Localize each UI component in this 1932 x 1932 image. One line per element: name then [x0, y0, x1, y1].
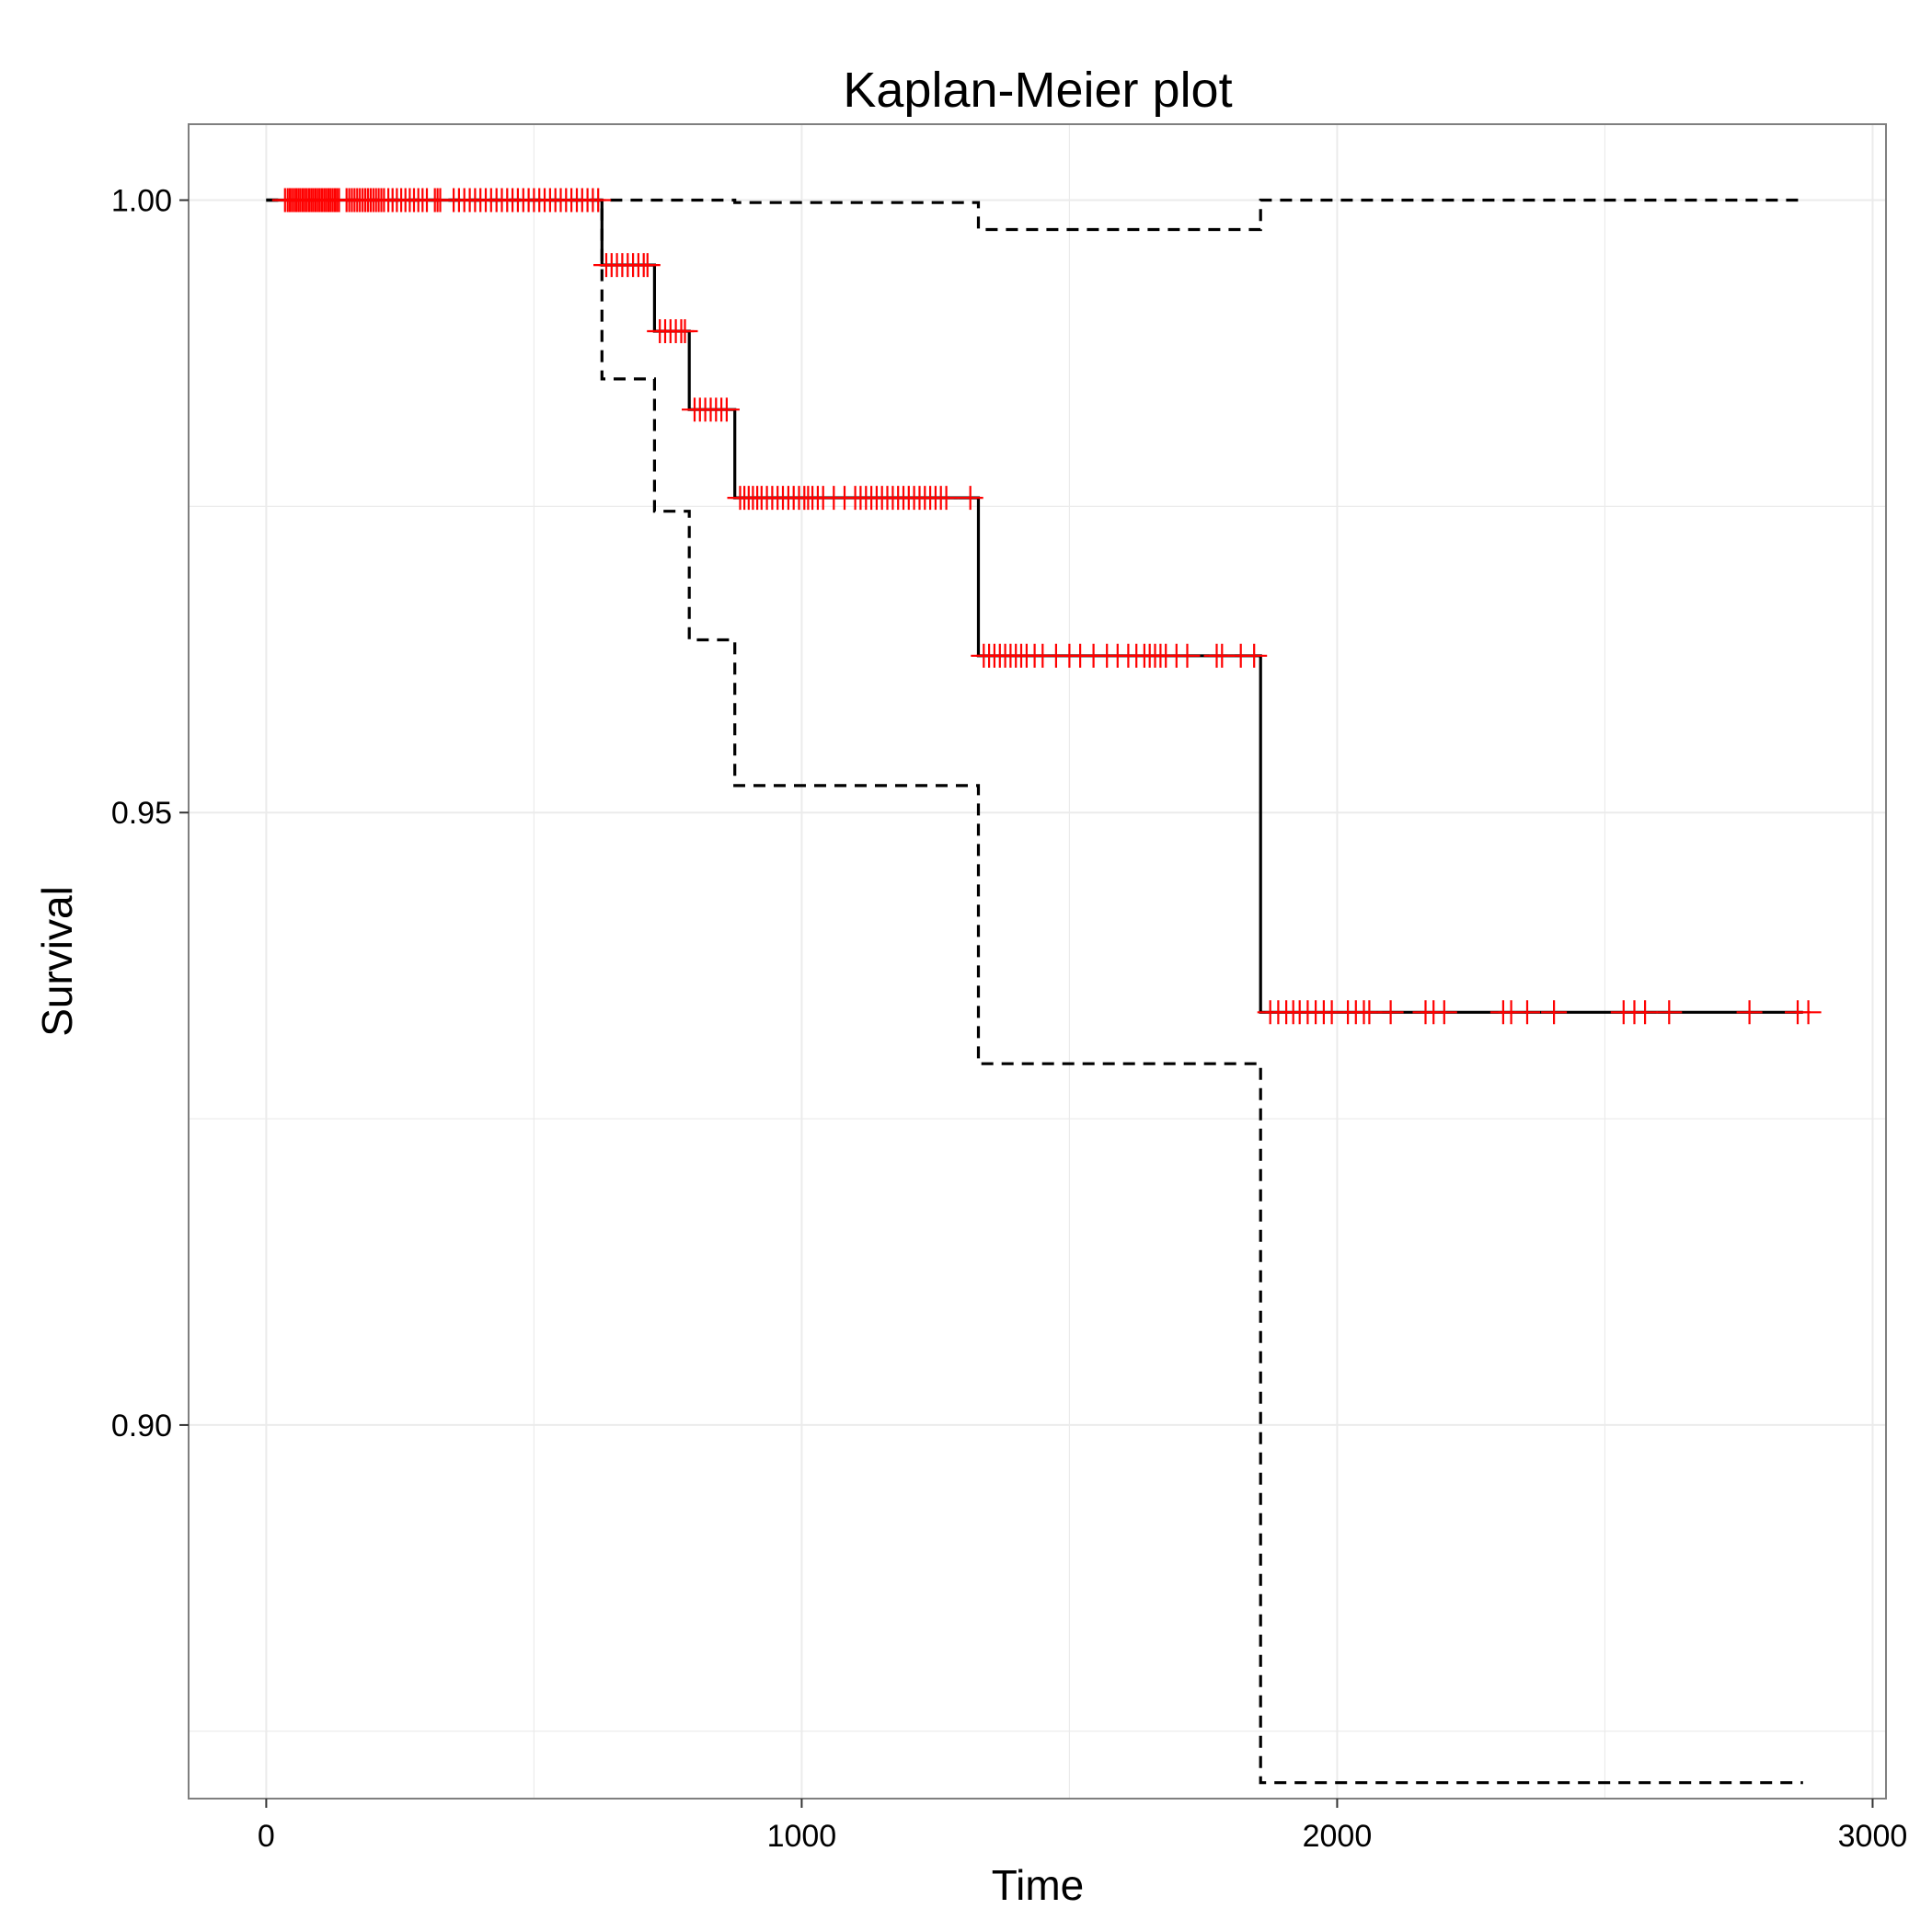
- censor-mark: [1431, 1000, 1457, 1025]
- x-tick-label: 0: [258, 1819, 275, 1854]
- x-tick-label: 2000: [1303, 1819, 1373, 1854]
- censor-marks: [271, 188, 1822, 1025]
- censor-mark: [933, 486, 960, 511]
- upper-ci-line: [266, 198, 1803, 232]
- censor-mark: [1377, 1000, 1404, 1025]
- censor-mark: [1656, 1000, 1683, 1025]
- plot-panel: [189, 124, 1886, 1799]
- grid-lines: [189, 124, 1886, 1799]
- censor-mark: [713, 397, 740, 422]
- censor-mark: [1514, 1000, 1540, 1025]
- x-tick-label: 1000: [767, 1819, 837, 1854]
- lower-ci-line: [266, 198, 1803, 1785]
- chart-title: Kaplan-Meier plot: [843, 63, 1232, 118]
- censor-mark: [1174, 643, 1201, 668]
- y-tick-label: 0.90: [111, 1409, 172, 1443]
- censor-mark: [1632, 1000, 1659, 1025]
- censor-mark: [1736, 1000, 1763, 1025]
- y-tick-label: 0.95: [111, 796, 172, 831]
- censor-mark: [1795, 1000, 1822, 1025]
- confidence-interval-lines: [266, 198, 1803, 1785]
- censor-mark: [1241, 643, 1268, 668]
- censor-mark: [634, 253, 661, 278]
- censor-mark: [585, 188, 612, 213]
- y-tick-label: 1.00: [111, 184, 172, 219]
- censor-mark: [1541, 1000, 1568, 1025]
- censor-mark: [672, 319, 698, 343]
- y-axis-title: Survival: [33, 886, 81, 1037]
- x-tick-label: 3000: [1838, 1819, 1908, 1854]
- censor-mark: [957, 486, 983, 511]
- axes: 0 1000 2000 3000 0.90 0.95 1.00: [111, 184, 1907, 1854]
- plot-panel-border: [188, 123, 1887, 1800]
- x-axis-title: Time: [992, 1861, 1085, 1909]
